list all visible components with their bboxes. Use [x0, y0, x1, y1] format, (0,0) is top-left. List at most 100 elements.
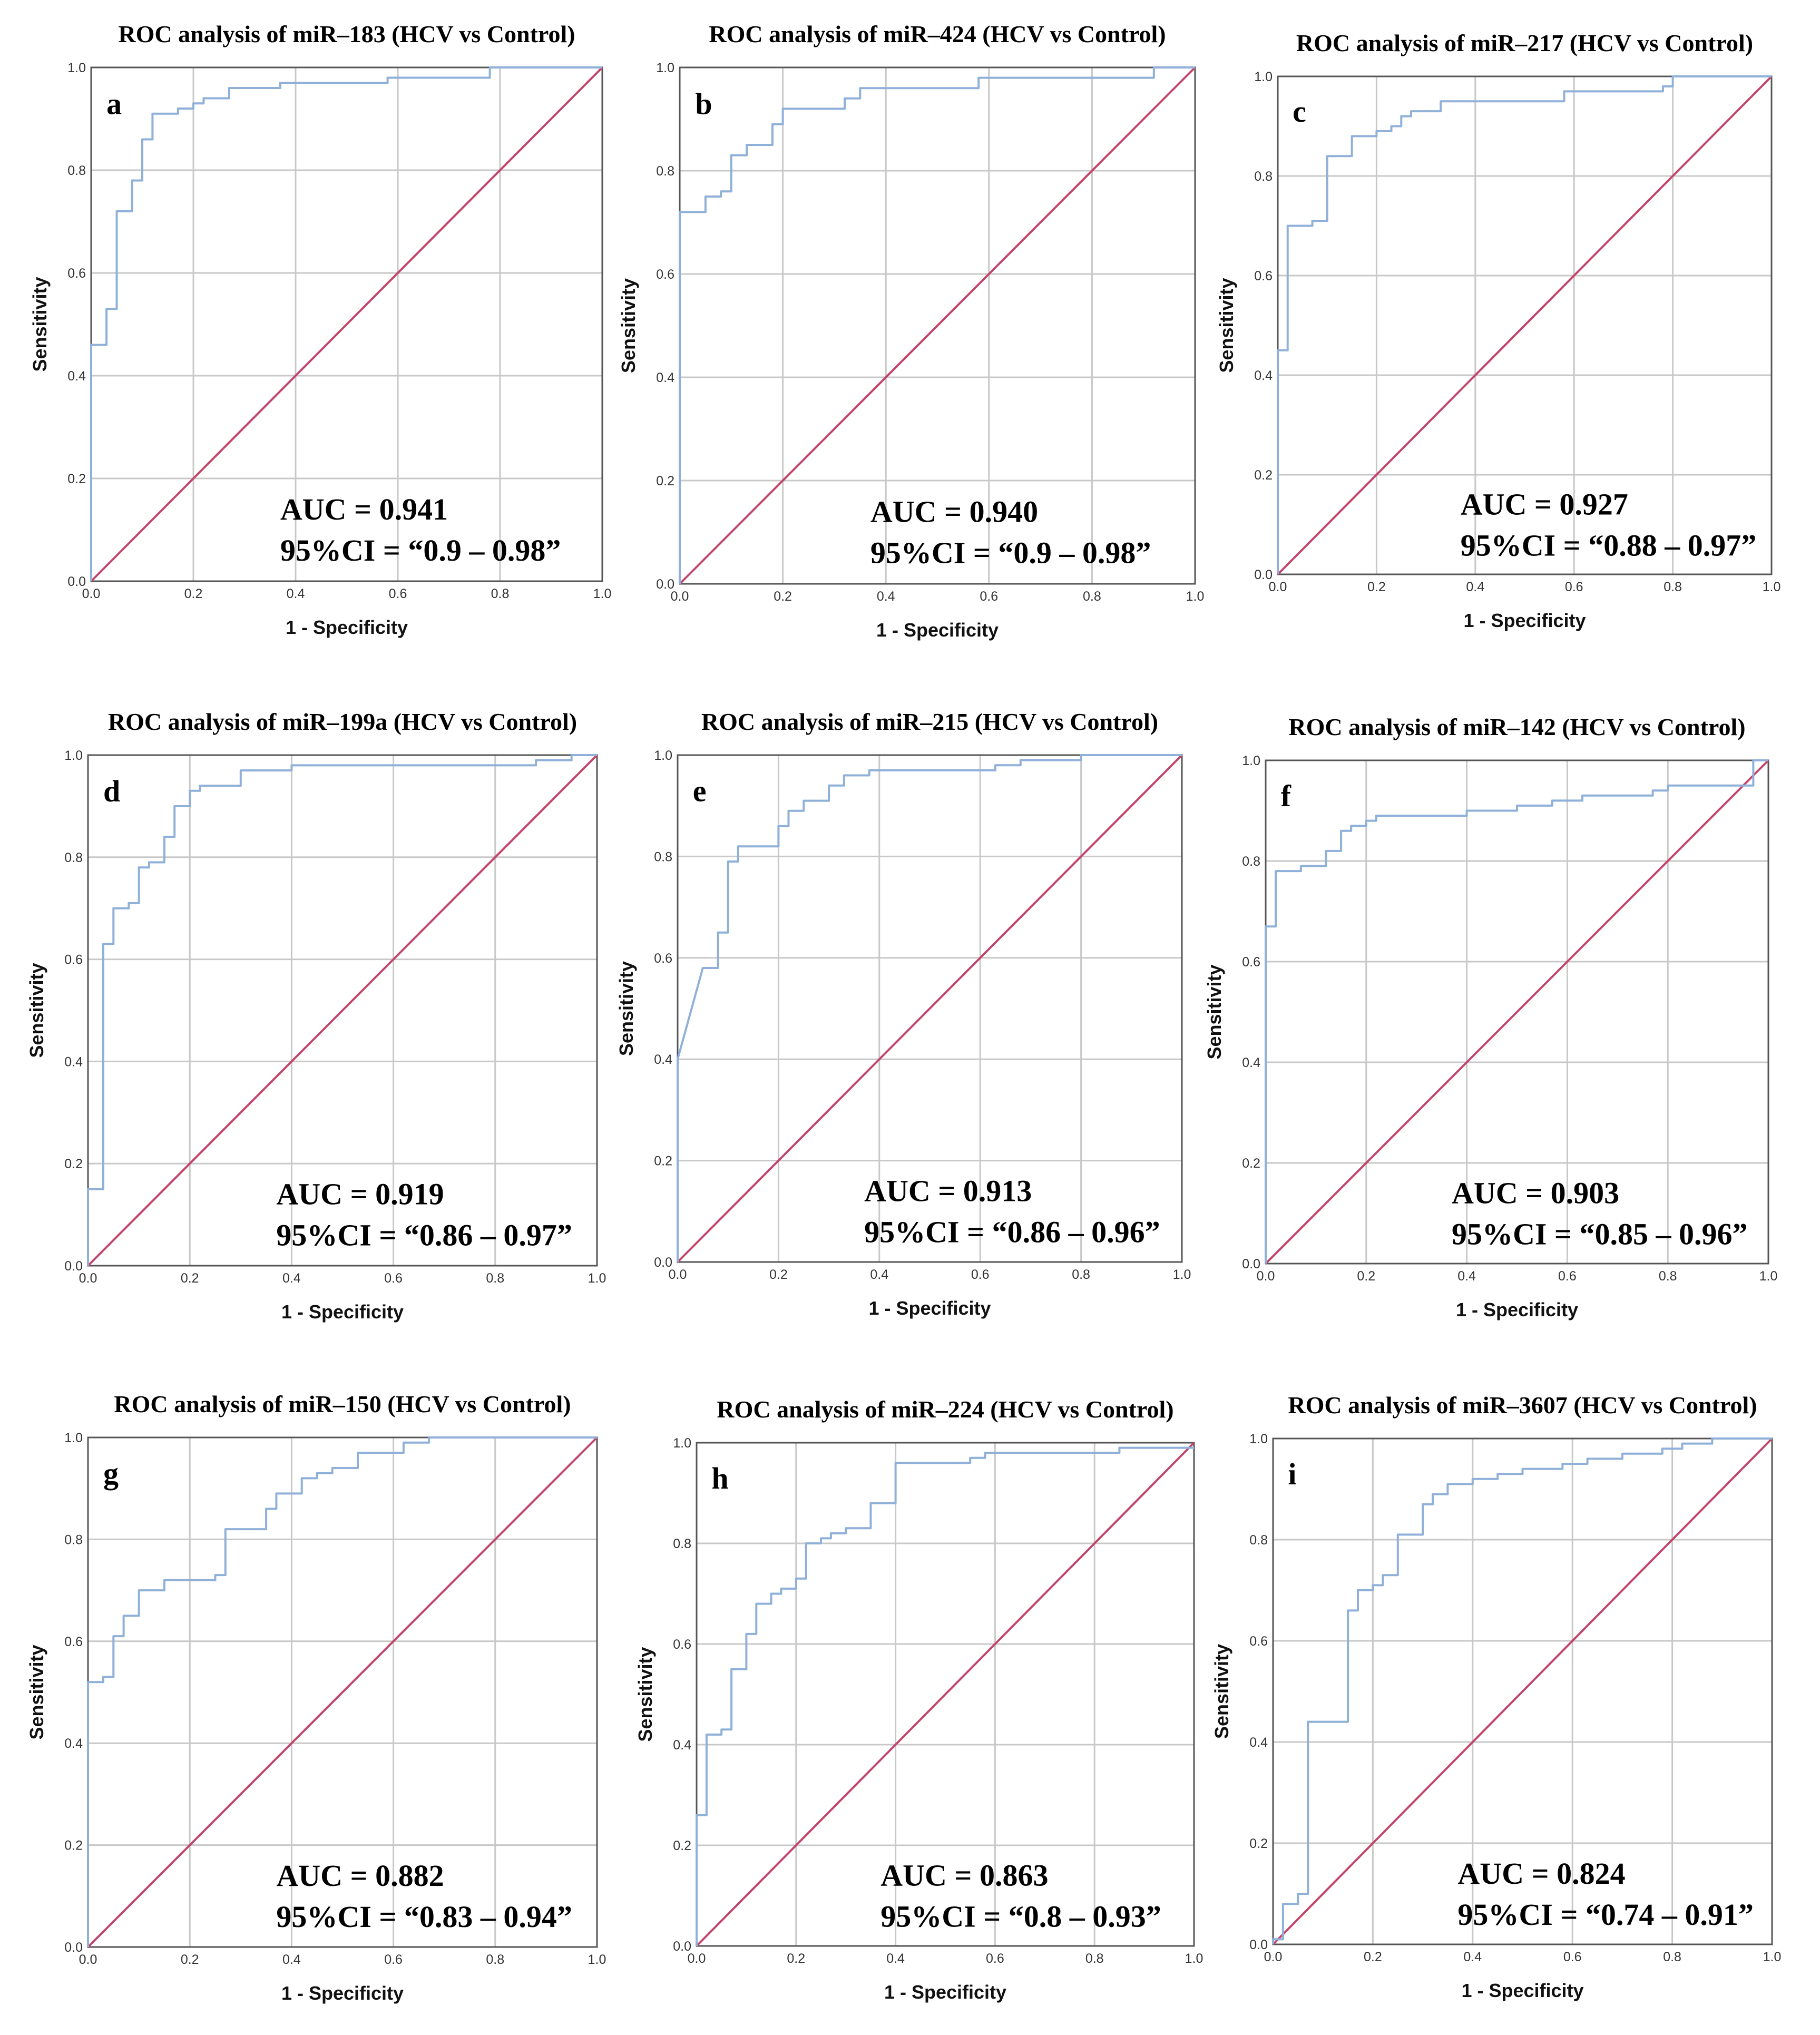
panel-letter: f [1281, 779, 1291, 813]
panel-title: ROC analysis of miR–3607 (HCV vs Control… [1288, 1392, 1757, 1418]
y-tick-label: 0.8 [64, 1532, 83, 1547]
y-tick-label: 0.4 [654, 1052, 672, 1067]
x-axis-label: 1 - Specificity [1456, 1299, 1578, 1320]
ci-annotation: 95%CI = “0.74 – 0.91” [1457, 1897, 1754, 1932]
roc-panel-c: ROC analysis of miR–217 (HCV vs Control)… [1216, 30, 1780, 631]
panel-letter: b [695, 87, 712, 121]
y-tick-label: 0.8 [67, 163, 86, 178]
y-tick-label: 0.6 [673, 1637, 691, 1652]
y-tick-label: 0.0 [654, 1255, 672, 1270]
x-tick-label: 0.6 [986, 1951, 1004, 1966]
roc-curve [679, 66, 1195, 584]
roc-panel-b: ROC analysis of miR–424 (HCV vs Control)… [618, 21, 1204, 641]
y-axis-label: Sensitivity [29, 277, 51, 371]
x-tick-label: 0.2 [774, 589, 792, 604]
x-tick-label: 0.0 [1269, 580, 1287, 594]
y-tick-label: 0.0 [1254, 568, 1273, 582]
y-axis-label: Sensitivity [634, 1647, 656, 1742]
x-tick-label: 0.0 [671, 589, 689, 604]
x-tick-label: 0.2 [184, 586, 203, 601]
y-tick-label: 1.0 [654, 748, 672, 763]
ci-annotation: 95%CI = “0.86 – 0.97” [276, 1218, 572, 1253]
x-axis-label: 1 - Specificity [286, 617, 408, 638]
panel-title: ROC analysis of miR–183 (HCV vs Control) [118, 21, 575, 47]
x-tick-label: 1.0 [1185, 1951, 1203, 1966]
y-tick-label: 0.0 [673, 1939, 691, 1954]
x-tick-label: 0.8 [486, 1271, 504, 1286]
x-tick-label: 0.4 [282, 1271, 301, 1286]
x-tick-label: 0.8 [491, 586, 510, 601]
roc-curve [1272, 1437, 1772, 1944]
y-tick-label: 1.0 [64, 748, 83, 763]
y-tick-label: 0.0 [67, 574, 86, 589]
y-tick-label: 0.6 [1254, 269, 1273, 283]
panel-title: ROC analysis of miR–199a (HCV vs Control… [108, 708, 577, 735]
x-tick-label: 0.0 [1264, 1950, 1283, 1964]
auc-annotation: AUC = 0.919 [276, 1177, 444, 1211]
panel-title: ROC analysis of miR–142 (HCV vs Control) [1288, 713, 1745, 740]
y-tick-label: 0.8 [656, 164, 674, 179]
y-tick-label: 0.2 [64, 1838, 83, 1853]
x-tick-label: 0.6 [971, 1267, 990, 1282]
ci-annotation: 95%CI = “0.85 – 0.96” [1452, 1217, 1748, 1251]
auc-annotation: AUC = 0.940 [870, 494, 1038, 529]
y-tick-label: 0.2 [1249, 1836, 1268, 1851]
auc-annotation: AUC = 0.882 [276, 1858, 444, 1893]
y-tick-label: 0.8 [673, 1537, 691, 1551]
y-tick-label: 0.2 [64, 1157, 83, 1171]
x-tick-label: 1.0 [1173, 1267, 1191, 1282]
auc-annotation: AUC = 0.824 [1457, 1856, 1625, 1891]
x-tick-label: 0.8 [486, 1952, 504, 1967]
roc-panel-d: ROC analysis of miR–199a (HCV vs Control… [26, 708, 606, 1323]
y-tick-label: 0.2 [673, 1838, 691, 1853]
y-tick-label: 0.0 [64, 1940, 83, 1955]
x-tick-label: 0.6 [1563, 1950, 1582, 1964]
reference-line [90, 66, 603, 582]
reference-line [87, 754, 598, 1267]
y-tick-label: 0.6 [656, 267, 674, 282]
x-axis-label: 1 - Specificity [868, 1297, 991, 1319]
x-tick-label: 1.0 [1763, 1950, 1782, 1964]
panel-title: ROC analysis of miR–217 (HCV vs Control) [1296, 30, 1753, 56]
panel-letter: e [693, 774, 707, 808]
plot-frame [1277, 75, 1773, 575]
reference-line [87, 1436, 598, 1948]
y-axis-label: Sensitivity [26, 1645, 47, 1739]
y-tick-label: 0.2 [67, 472, 86, 486]
panel-letter: c [1293, 94, 1306, 129]
y-tick-label: 0.4 [1242, 1055, 1260, 1070]
y-tick-label: 1.0 [64, 1431, 83, 1445]
roc-curve [677, 754, 1182, 1262]
y-axis-label: Sensitivity [1203, 964, 1225, 1059]
y-tick-label: 0.4 [64, 1736, 83, 1751]
x-tick-label: 0.4 [870, 1267, 888, 1282]
y-tick-label: 0.8 [1249, 1533, 1268, 1548]
roc-curve [696, 1446, 1194, 1946]
y-tick-label: 0.4 [673, 1738, 691, 1753]
x-tick-label: 0.2 [1357, 1269, 1375, 1284]
x-tick-label: 0.8 [1083, 589, 1101, 604]
reference-line [1277, 75, 1773, 575]
y-tick-label: 0.4 [656, 370, 674, 385]
y-axis-label: Sensitivity [26, 963, 47, 1058]
auc-annotation: AUC = 0.903 [1452, 1176, 1619, 1210]
y-tick-label: 1.0 [1242, 754, 1260, 768]
x-tick-label: 1.0 [588, 1952, 606, 1967]
y-tick-label: 0.6 [1249, 1634, 1268, 1649]
x-tick-label: 0.2 [1364, 1950, 1382, 1964]
y-tick-label: 0.0 [1242, 1257, 1260, 1271]
x-tick-label: 1.0 [1763, 580, 1781, 594]
roc-curve [1265, 759, 1768, 1264]
y-tick-label: 1.0 [1249, 1432, 1268, 1446]
panel-letter: g [103, 1456, 119, 1491]
roc-curve [87, 754, 597, 1266]
x-tick-label: 0.4 [287, 586, 305, 601]
x-tick-label: 1.0 [1186, 589, 1205, 604]
ci-annotation: 95%CI = “0.9 – 0.98” [280, 533, 561, 568]
y-axis-label: Sensitivity [618, 278, 639, 373]
x-axis-label: 1 - Specificity [281, 1982, 404, 2004]
roc-curve [90, 66, 602, 581]
y-tick-label: 0.6 [67, 266, 86, 281]
y-tick-label: 1.0 [1254, 70, 1273, 84]
